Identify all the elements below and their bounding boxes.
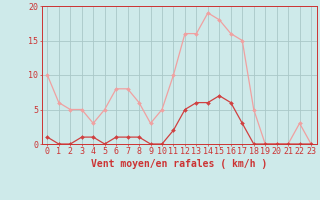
X-axis label: Vent moyen/en rafales ( km/h ): Vent moyen/en rafales ( km/h ) [91, 159, 267, 169]
